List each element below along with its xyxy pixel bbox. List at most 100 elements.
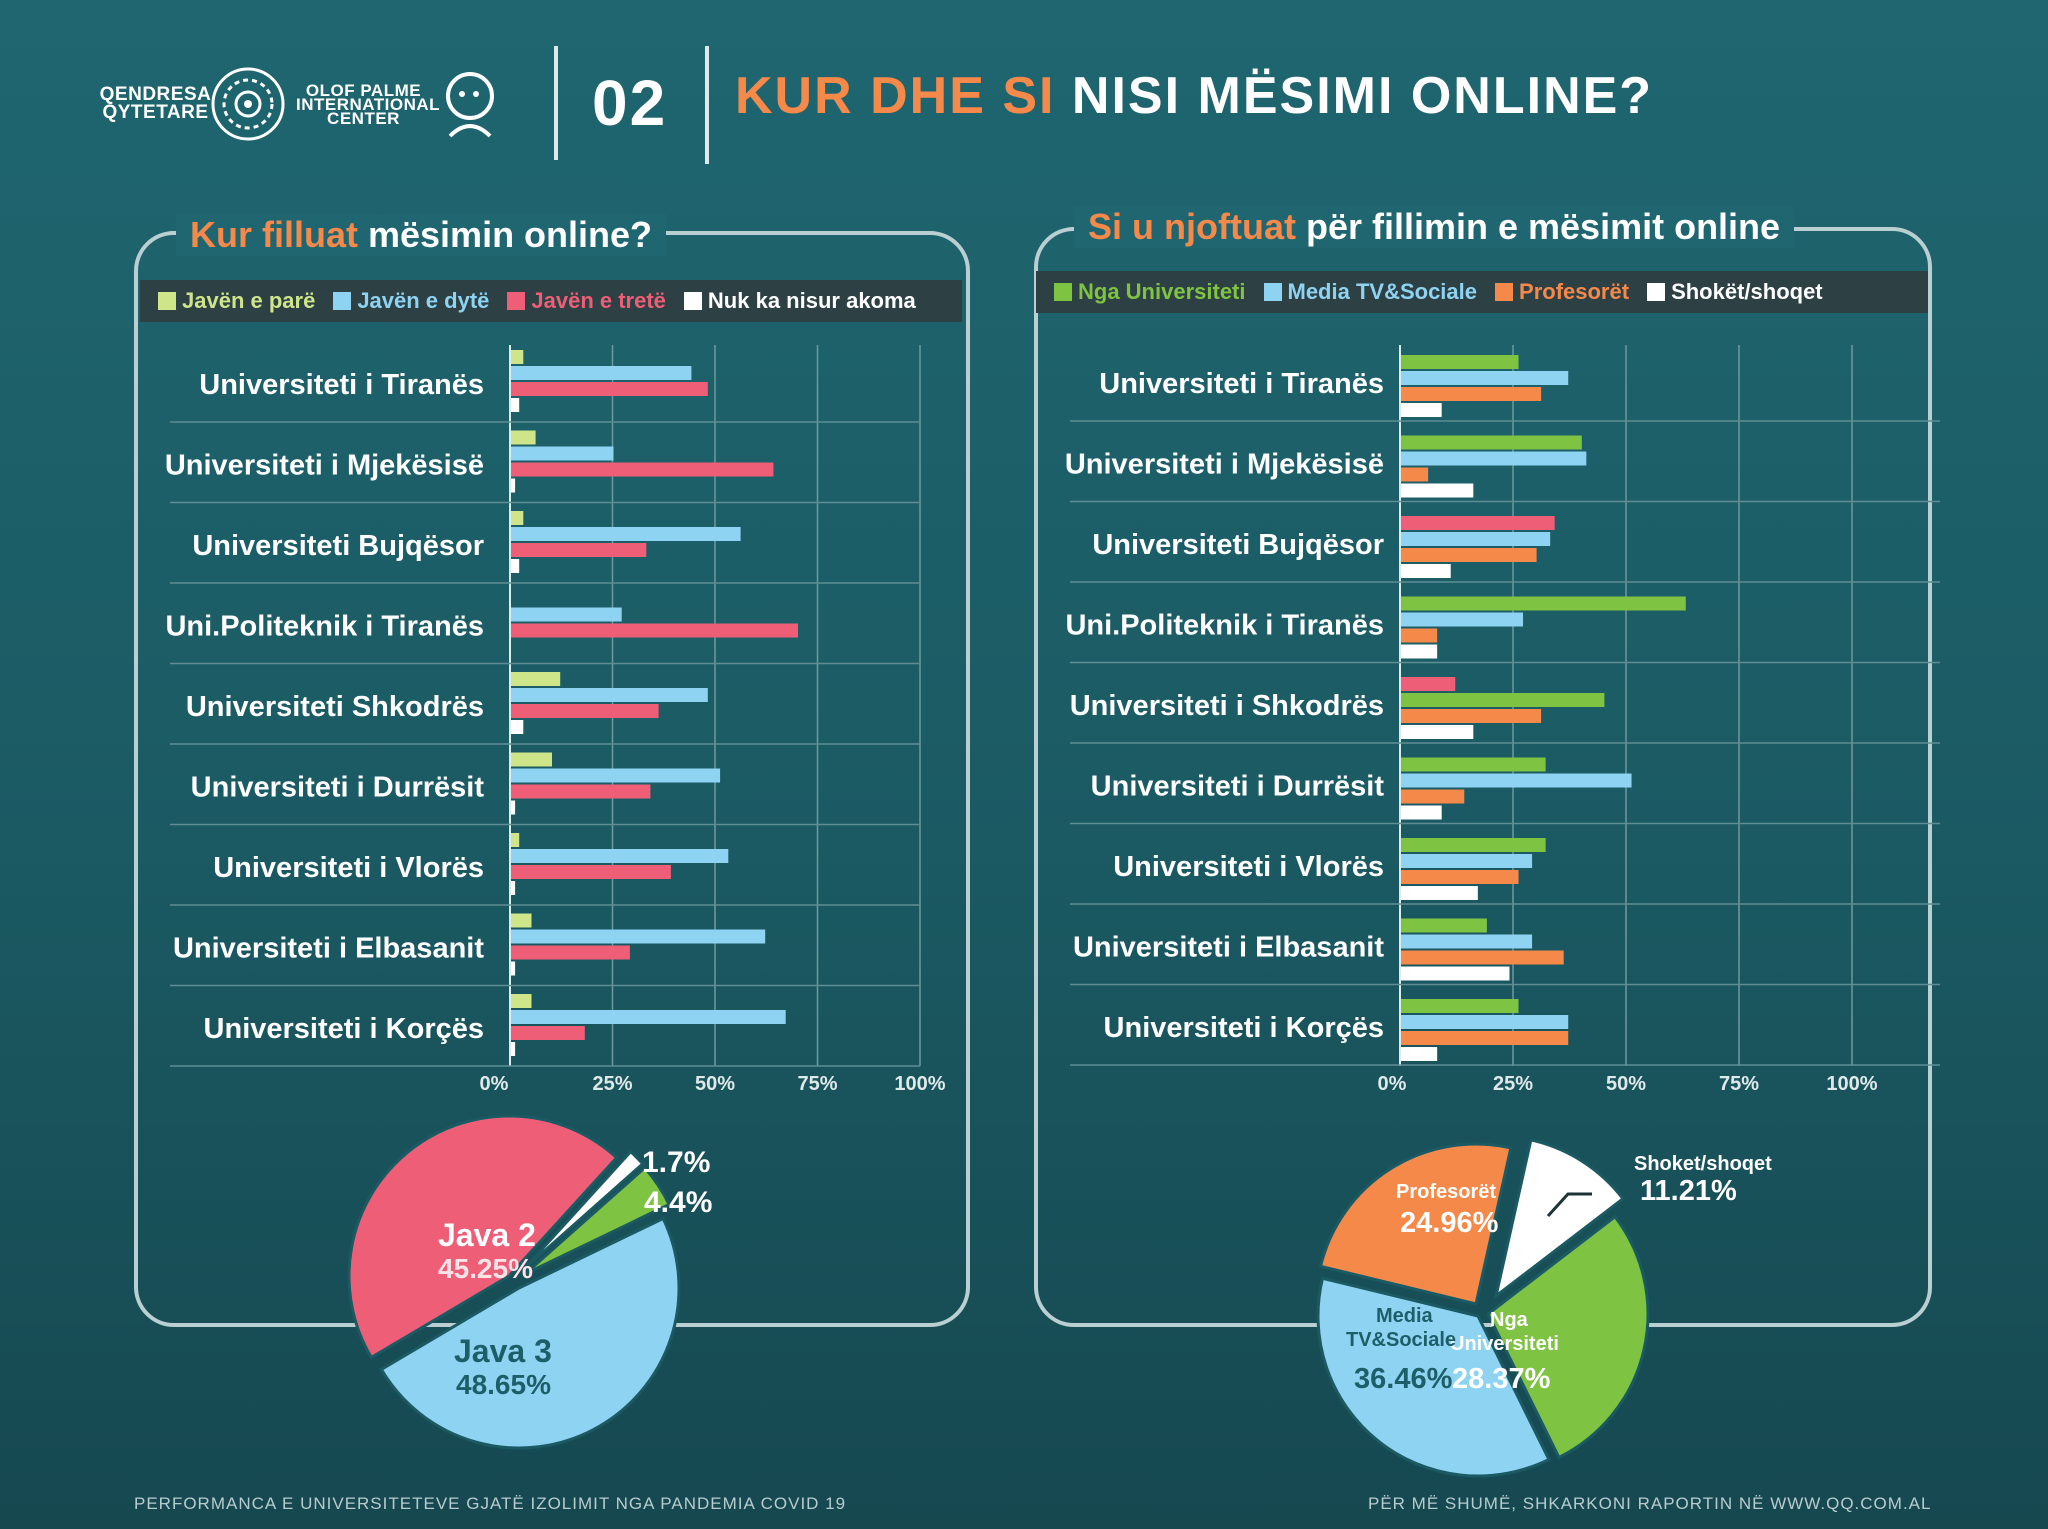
right-bar-chart: 0% 25% 50% 75% 100% Universiteti i Tiranës Uni… [1065, 345, 1940, 1095]
bar [1401, 355, 1519, 369]
footer-right: PËR MË SHUMË, SHKARKONI RAPORTIN NË WWW.… [1368, 1494, 1932, 1513]
bar [511, 398, 520, 412]
header-divider-1 [554, 46, 558, 160]
bar [511, 527, 741, 541]
bar [1401, 773, 1632, 788]
bar [511, 543, 647, 557]
bar [1401, 725, 1474, 739]
x-tick-label: 75% [1719, 1073, 1759, 1095]
category-label: Uni.Politeknik i Tiranës [165, 611, 484, 643]
legend-swatch [158, 292, 176, 310]
bar [1401, 483, 1474, 498]
pie-slice [379, 1216, 681, 1450]
right-panel-title: Si u njoftuat për fillimin e mësimit onl… [1074, 206, 1795, 248]
category-label: Universiteti i Durrësit [191, 772, 485, 804]
bar [1401, 950, 1564, 965]
bar [1401, 966, 1510, 981]
bar [1401, 612, 1524, 627]
bar [511, 704, 659, 718]
bar [1401, 918, 1487, 933]
bar [511, 800, 516, 815]
bar [1401, 934, 1533, 949]
x-tick-label: 25% [592, 1073, 632, 1095]
bar [511, 366, 692, 380]
bar [1401, 838, 1546, 852]
category-label: Universiteti i Elbasanit [173, 933, 484, 965]
bar [1401, 870, 1519, 884]
bar [1401, 999, 1519, 1013]
x-tick-label: 75% [797, 1073, 837, 1095]
left-legend-item: Javën e parë [158, 288, 315, 314]
pie-label: TV&Sociale [1346, 1329, 1456, 1351]
bar [1401, 805, 1442, 820]
bar [1401, 1015, 1569, 1029]
right-title-rest: për fillimin e mësimit online [1295, 206, 1781, 247]
page-title-rest: NISI MËSIMI ONLINE? [1055, 67, 1654, 125]
bar [1401, 548, 1537, 562]
right-legend-item: Media TV&Sociale [1263, 279, 1478, 305]
bar [1401, 564, 1451, 578]
legend-swatch [683, 292, 702, 310]
bar [511, 961, 516, 976]
pie-slice [524, 1165, 672, 1276]
bar [1401, 371, 1569, 385]
left-legend-item: Javën e dytë [333, 288, 489, 314]
legend-label: Profesorët [1519, 279, 1630, 304]
pie-value: 11.21% [1640, 1175, 1737, 1207]
legend-swatch [1054, 283, 1072, 301]
bar [511, 720, 524, 734]
bar [511, 511, 524, 525]
bar [511, 462, 774, 477]
legend-swatch [1495, 283, 1514, 301]
left-pie-chart: Java 245.25% Java 348.65% 1.7% 4.4% [347, 1114, 712, 1450]
bar [1401, 387, 1542, 401]
page-title: KUR DHE SI NISI MËSIMI ONLINE? [735, 66, 1653, 126]
x-tick-label: 100% [894, 1073, 945, 1095]
x-tick-label: 0% [1378, 1073, 1407, 1095]
legend-label: Shokët/shoqet [1671, 279, 1823, 304]
left-legend-item: Nuk ka nisur akoma [683, 288, 916, 314]
category-label: Universiteti i Korçës [1104, 1012, 1384, 1044]
x-tick-label: 50% [1606, 1073, 1646, 1095]
portrait-icon [446, 72, 494, 138]
pie-slice [1318, 1142, 1513, 1306]
legend-label: Media TV&Sociale [1287, 279, 1478, 304]
bar [511, 607, 622, 622]
category-label: Universiteti i Korçës [204, 1013, 484, 1045]
x-tick-label: 50% [695, 1073, 735, 1095]
x-tick-label: 0% [480, 1073, 509, 1095]
category-label: Universiteti i Tiranës [1099, 368, 1384, 400]
pie-value: 24.96% [1400, 1207, 1499, 1239]
bar [1401, 789, 1465, 804]
bar [511, 688, 708, 702]
bar [511, 350, 524, 364]
left-legend: Javën e parë Javën e dytë Javën e tretë Nuk… [140, 280, 962, 322]
bar [1401, 451, 1587, 466]
bar [1401, 677, 1456, 691]
right-legend: Nga Universiteti Media TV&Sociale Profesor… [1036, 271, 1928, 313]
bar [1401, 435, 1582, 450]
bar [1401, 467, 1429, 482]
bar [1401, 403, 1442, 417]
bar [1401, 644, 1438, 659]
category-label: Universiteti i Elbasanit [1073, 932, 1384, 964]
category-label: Universiteti i Shkodrës [1070, 690, 1384, 722]
page-title-highlight: KUR DHE SI [735, 67, 1056, 125]
callout-line [1546, 1192, 1592, 1218]
pie-value: 1.7% [642, 1146, 710, 1179]
pie-value: 36.46% [1354, 1363, 1453, 1395]
pie-label: Universiteti [1450, 1333, 1559, 1355]
header-divider-2 [705, 46, 709, 164]
section-number: 02 [592, 67, 668, 139]
bar [511, 994, 532, 1008]
x-tick-label: 100% [1826, 1073, 1877, 1095]
bar [1401, 596, 1686, 611]
pie-value: 45.25% [438, 1253, 533, 1284]
bar [1401, 757, 1546, 772]
pie-label: Java 2 [438, 1217, 536, 1253]
left-legend-item: Javën e tretë [507, 288, 666, 314]
bar [511, 881, 516, 895]
left-panel-title: Kur filluat mësimin online? [176, 214, 667, 256]
legend-swatch [333, 292, 352, 310]
